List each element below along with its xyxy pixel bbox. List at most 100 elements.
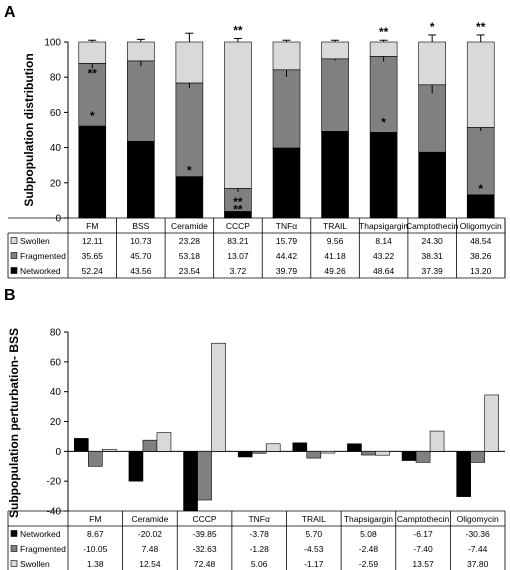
table-b-cell: -2.48 [359, 544, 379, 554]
panel-a-data-table: FM BSS Ceramide CCCP TNFα TRAIL ThapsigarginCa… [7, 217, 506, 279]
bar-cccp-fragmented [197, 451, 212, 501]
panel-b-y-tick-label: 0 [55, 447, 61, 458]
panel-a-bars: ************** *** [78, 20, 495, 219]
bar-ceramide-swollen [156, 432, 172, 452]
significance-mark-cccp-fragmented: ** [233, 195, 243, 209]
bar-cccp-swollen [224, 41, 252, 189]
bar-trail-networked [292, 442, 308, 452]
table-b-cell: 5.06 [251, 559, 268, 569]
table-a-cell: 35.65 [82, 251, 104, 261]
bar-camptothecin-fragmented [415, 451, 431, 463]
significance-mark-ceramide-networked: * [187, 164, 192, 178]
bar-bss-networked [127, 141, 155, 219]
significance-mark-oligomycin-networked: * [478, 182, 483, 196]
table-a-cell: 45.70 [130, 251, 152, 261]
table-b-cell: 5.08 [360, 529, 377, 539]
bar-trail-fragmented [321, 58, 349, 132]
panel-a-y-axis-label: Subpopulation distribution [22, 53, 36, 206]
table-a-header-tnf: TNFα [276, 221, 298, 231]
table-a-header-trail: TRAIL [323, 221, 347, 231]
bar-bss-swollen [127, 41, 155, 62]
panel-a-y-tick-label: 20 [50, 178, 62, 189]
table-b-header-ceramide: Ceramide [132, 514, 169, 524]
legend-swatch-networked [10, 530, 18, 537]
bar-ceramide-networked [175, 176, 204, 219]
table-b-row-label-swollen: Swollen [20, 559, 50, 569]
table-b-cell: 1.38 [87, 559, 104, 569]
table-b-row-label-networked: Networked [20, 529, 61, 539]
bar-tnf-swollen [272, 41, 301, 71]
table-b-cell: -1.28 [250, 544, 270, 554]
table-b-cell: -32.63 [193, 544, 217, 554]
legend-swatch-fragmented [10, 545, 18, 552]
panel-b-y-tick-label: 20 [50, 417, 62, 428]
bar-tnf-networked [237, 451, 253, 458]
bar-thapsigargin-swollen [369, 41, 398, 57]
panel-b-bars [74, 342, 499, 512]
bar-trail-swollen [321, 41, 349, 60]
table-b-cell: 72.48 [194, 559, 216, 569]
table-a-cell: 13.07 [227, 251, 249, 261]
bar-oligomycin-fragmented [466, 127, 495, 196]
table-a-cell: 52.24 [82, 266, 104, 276]
table-a-cell: 3.72 [230, 266, 247, 276]
table-a-header-oligomycin: Oligomycin [460, 221, 502, 231]
legend-swatch-fragmented [10, 252, 18, 259]
bar-cccp-networked [183, 451, 198, 512]
table-b-cell: -20.02 [138, 529, 162, 539]
table-b-header-tnf: TNFα [248, 514, 270, 524]
table-a-row-label-swollen: Swollen [20, 236, 50, 246]
table-a-cell: 24.30 [422, 236, 444, 246]
bar-thapsigargin-swollen [375, 451, 390, 456]
table-a-row-label-fragmented: Fragmented [20, 251, 66, 261]
table-b-cell: -7.40 [413, 544, 433, 554]
bar-tnf-networked [272, 147, 301, 219]
table-a-cell: 23.28 [179, 236, 201, 246]
table-b-cell: -1.17 [304, 559, 324, 569]
panel-b-y-axis: -40 -20 0 20 40 60 80 [47, 328, 505, 518]
bar-trail-swollen [320, 451, 336, 454]
bar-fm-fragmented [78, 63, 107, 127]
bar-fm-swollen [102, 448, 117, 452]
table-a-cell: 49.26 [324, 266, 346, 276]
bar-trail-fragmented [306, 451, 322, 459]
table-b-cell: -7.44 [468, 544, 488, 554]
table-b-cell: 12.54 [139, 559, 161, 569]
bar-oligomycin-swollen [484, 394, 499, 452]
bar-oligomycin-fragmented [470, 451, 485, 463]
bar-camptothecin-networked [401, 451, 417, 461]
table-a-cell: 39.79 [276, 266, 298, 276]
bar-camptothecin-fragmented [418, 84, 446, 153]
table-b-header-fm: FM [89, 514, 101, 524]
table-b-header-oligomycin: Oligomycin [457, 514, 499, 524]
significance-mark-oligomycin-swollen: ** [476, 20, 486, 34]
panel-a-y-tick-label: 60 [50, 108, 62, 119]
table-a-cell: 15.79 [276, 236, 298, 246]
significance-mark-thapsigargin-networked: * [381, 115, 386, 129]
bar-fm-swollen [78, 41, 107, 64]
table-b-row-label-fragmented: Fragmented [20, 544, 66, 554]
table-b-header-camptothecin: Camptothecin [397, 514, 450, 524]
panel-a-y-tick-label: 80 [50, 73, 62, 84]
bar-oligomycin-swollen [466, 41, 495, 128]
table-a-cell: 13.20 [470, 266, 492, 276]
table-a-cell: 9.56 [327, 236, 344, 246]
table-b-cell: -4.53 [304, 544, 324, 554]
table-a-cell: 12.11 [82, 236, 103, 246]
bar-thapsigargin-networked [347, 443, 362, 452]
panel-a: A Subpopulation distribution 0 20 40 60 80 10… [4, 4, 506, 279]
panel-a-y-tick-label: 100 [44, 38, 61, 49]
panel-b-y-tick-label: -40 [47, 507, 62, 518]
table-b-cell: -3.78 [250, 529, 270, 539]
bar-ceramide-networked [128, 451, 144, 482]
table-a-cell: 43.56 [130, 266, 152, 276]
significance-mark-thapsigargin-swollen: ** [379, 25, 389, 39]
bar-ceramide-swollen [175, 41, 204, 84]
bar-tnf-fragmented [251, 451, 267, 454]
table-a-header-ceramide: Ceramide [171, 221, 208, 231]
table-a-cell: 38.31 [422, 251, 444, 261]
table-a-header-cccp: CCCP [226, 221, 250, 231]
panel-a-y-tick-label: 0 [55, 214, 61, 225]
legend-swatch-networked [10, 267, 18, 274]
